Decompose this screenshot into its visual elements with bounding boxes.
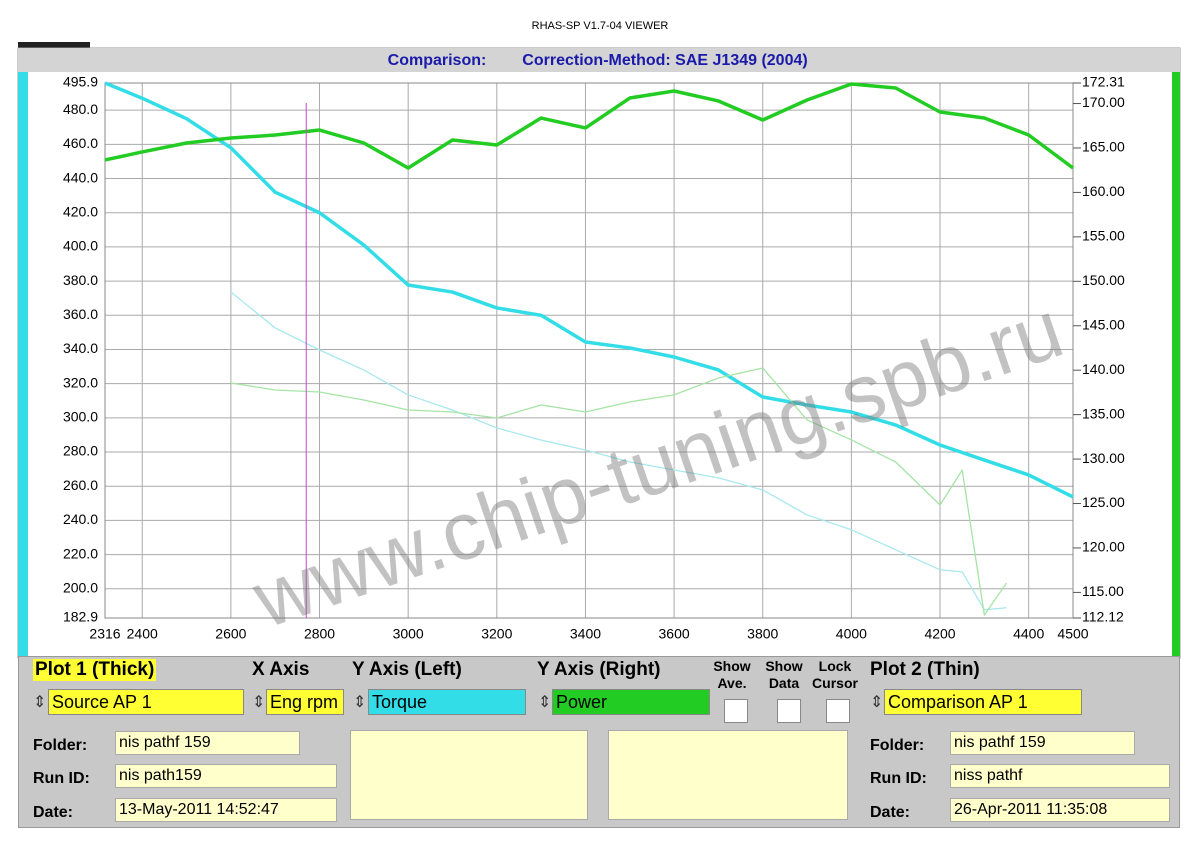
x-axis-title: X Axis [252, 659, 310, 680]
y2-tick-label: 115.00 [1082, 583, 1124, 599]
y-tick-label: 440.0 [63, 169, 98, 185]
y2-tick-label: 150.00 [1082, 272, 1125, 288]
menu-bar [18, 42, 90, 48]
left-axis-strip [18, 72, 28, 656]
plot2-title: Plot 2 (Thin) [870, 659, 980, 680]
y-right-title: Y Axis (Right) [537, 659, 661, 680]
x-tick-label: 4500 [1057, 626, 1088, 642]
y-right-select[interactable]: Power [552, 689, 710, 715]
info-box [608, 730, 848, 820]
run-id-label: Run ID: [33, 770, 90, 787]
x-tick-label: 3800 [747, 626, 778, 642]
spin-arrows[interactable]: ⇕ [252, 694, 266, 711]
y-tick-label: 240.0 [63, 511, 98, 527]
y2-tick-label: 125.00 [1082, 494, 1125, 510]
show-ave-checkbox[interactable] [724, 699, 748, 723]
y-tick-label: 340.0 [63, 340, 98, 356]
x-tick-label: 3400 [570, 626, 601, 642]
y-tick-label: 260.0 [63, 477, 98, 493]
x-tick-label: 3000 [393, 626, 424, 642]
y2-tick-label: 170.00 [1082, 94, 1125, 110]
series-line [104, 82, 1075, 170]
y-tick-label: 280.0 [63, 443, 98, 459]
show-data-label: Show Data [765, 658, 803, 691]
y-tick-label: 495.9 [63, 74, 98, 90]
y-tick-label: 380.0 [63, 272, 98, 288]
spin-arrows[interactable]: ⇕ [353, 694, 367, 711]
plot1-title: Plot 1 (Thick) [33, 659, 157, 681]
spin-arrows[interactable]: ⇕ [33, 694, 47, 711]
right-axis-strip [1172, 72, 1180, 656]
y-tick-label: 400.0 [63, 238, 98, 254]
lock-cursor-label: Lock Cursor [812, 658, 858, 691]
y-tick-label: 420.0 [63, 203, 98, 219]
series-line [104, 81, 1074, 499]
folder-value: nis pathf 159 [115, 731, 300, 755]
date-label: Date: [33, 804, 74, 821]
series-line [230, 291, 1007, 611]
plot2-source-select[interactable]: Comparison AP 1 [884, 689, 1082, 715]
lock-cursor-checkbox[interactable] [826, 699, 850, 723]
chart-title: Comparison: [388, 52, 487, 69]
y-tick-label: 480.0 [63, 101, 98, 117]
plot1-source-select[interactable]: Source AP 1 [48, 689, 244, 715]
y2-tick-label: 165.00 [1082, 139, 1125, 155]
folder-label: Folder: [870, 737, 925, 754]
y-tick-label: 320.0 [63, 374, 98, 390]
folder-value: nis pathf 159 [950, 731, 1135, 755]
y-tick-label: 460.0 [63, 135, 98, 151]
y2-tick-label: 130.00 [1082, 450, 1125, 466]
date-value: 13-May-2011 14:52:47 [115, 798, 337, 822]
folder-label: Folder: [33, 737, 88, 754]
plot-border [104, 82, 1074, 619]
y-tick-label: 182.9 [63, 609, 98, 625]
y-tick-label: 360.0 [63, 306, 98, 322]
y2-tick-label: 160.00 [1082, 183, 1125, 199]
y-left-select[interactable]: Torque [368, 689, 526, 715]
show-ave-label: Show Ave. [713, 658, 751, 691]
run-id-label: Run ID: [870, 770, 927, 787]
chart-header [18, 48, 1180, 72]
y2-tick-label: 145.00 [1082, 316, 1125, 332]
y-left-title: Y Axis (Left) [352, 659, 462, 680]
x-tick-label: 2600 [215, 626, 246, 642]
run-id-value: niss pathf [950, 764, 1170, 788]
y-tick-label: 300.0 [63, 409, 98, 425]
window-title: RHAS-SP V1.7-04 VIEWER [531, 20, 669, 32]
y2-tick-label: 172.31 [1082, 74, 1125, 90]
y2-tick-label: 140.00 [1082, 361, 1125, 377]
y-tick-label: 200.0 [63, 579, 98, 595]
x-tick-label: 3600 [659, 626, 690, 642]
info-box [350, 730, 588, 820]
series-line [230, 367, 1008, 616]
show-data-checkbox[interactable] [777, 699, 801, 723]
x-tick-label: 4400 [1013, 626, 1044, 642]
chart-subtitle: Correction-Method: SAE J1349 (2004) [522, 52, 807, 69]
x-tick-label: 4000 [836, 626, 867, 642]
x-tick-label: 2800 [304, 626, 335, 642]
x-tick-label: 3200 [481, 626, 512, 642]
x-axis-select[interactable]: Eng rpm [266, 689, 344, 715]
spin-arrows[interactable]: ⇕ [538, 694, 552, 711]
run-id-value: nis path159 [115, 764, 337, 788]
y2-tick-label: 120.00 [1082, 539, 1125, 555]
y2-tick-label: 112.12 [1082, 609, 1124, 625]
x-tick-label: 2316 [89, 626, 120, 642]
x-tick-label: 4200 [924, 626, 955, 642]
y2-tick-label: 155.00 [1082, 228, 1125, 244]
chart: Comparison: Correction-Method: SAE J1349… [17, 47, 1181, 659]
date-value: 26-Apr-2011 11:35:08 [950, 798, 1170, 822]
x-tick-label: 2400 [127, 626, 158, 642]
date-label: Date: [870, 804, 911, 821]
y2-tick-label: 135.00 [1082, 405, 1125, 421]
spin-arrows[interactable]: ⇕ [870, 694, 884, 711]
y-tick-label: 220.0 [63, 545, 98, 561]
